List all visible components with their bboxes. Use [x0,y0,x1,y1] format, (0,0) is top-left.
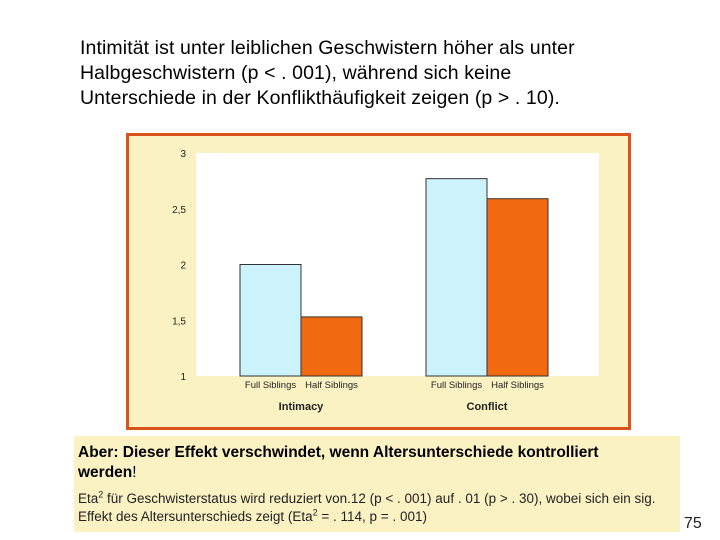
y-tick-label: 2,5 [172,205,186,216]
x-group-label: Conflict [467,401,508,413]
bar [425,178,488,377]
note-headline-suffix: ! [132,464,137,481]
intro-line-2: Halbgeschwistern (p < . 001), während si… [80,62,512,84]
note-headline-text: Aber: Dieser Effekt verschwindet, wenn A… [78,444,599,481]
note-text-a: Eta [78,491,99,506]
note-box: Aber: Dieser Effekt verschwindet, wenn A… [74,436,680,532]
x-category-label: Full Siblings [245,380,296,391]
bar [239,264,302,377]
note-sup-c: 2 [312,507,318,518]
note-text-b: für Geschwisterstatus wird reduziert von… [78,491,656,524]
x-category-label: Full Siblings [431,380,482,391]
bar [486,198,549,377]
note-detail: Eta2 für Geschwisterstatus wird reduzier… [78,490,678,526]
bar [300,316,363,377]
chart-frame: 1 1,5 2 2,5 3 Full Siblings Half Siblings Intim… [126,133,631,430]
intro-line-1: Intimität ist unter leiblichen Geschwist… [80,37,575,59]
page-number: 75 [684,515,702,532]
note-text-d: = . 114, p = . 001) [317,509,427,524]
x-category-label: Half Siblings [305,380,358,391]
intro-text: Intimität ist unter leiblichen Geschwist… [80,36,680,111]
bar-chart: 1 1,5 2 2,5 3 Full Siblings Half Siblings Intim… [172,149,599,413]
y-tick-label: 3 [180,149,186,160]
intro-line-3: Unterschiede in der Konflikthäufigkeit z… [80,87,560,109]
y-tick-label: 2 [180,261,186,272]
x-category-label: Half Siblings [491,380,544,391]
note-sup-a: 2 [98,489,104,500]
y-tick-label: 1,5 [172,316,186,327]
y-tick-label: 1 [180,372,186,383]
x-group-label: Intimacy [279,401,325,413]
note-headline: Aber: Dieser Effekt verschwindet, wenn A… [78,443,648,483]
